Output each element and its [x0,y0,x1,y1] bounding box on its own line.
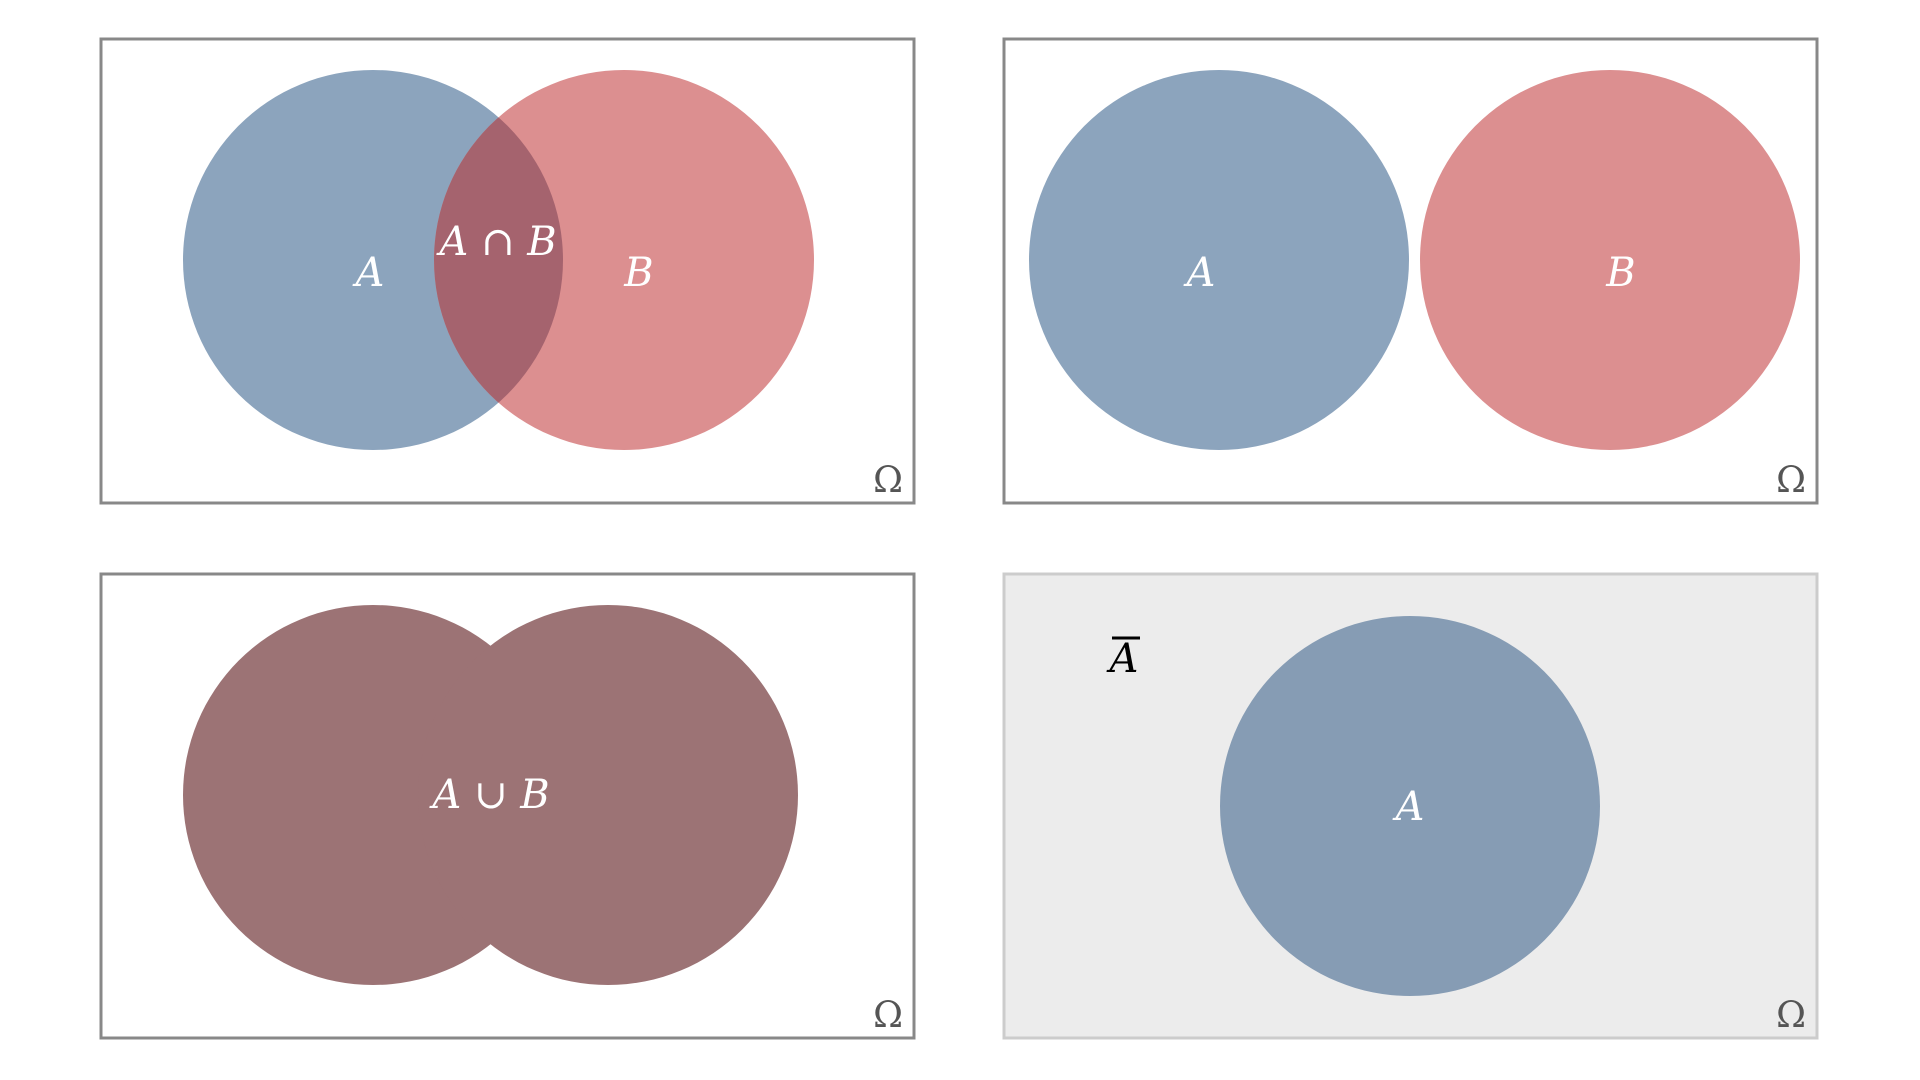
intersection-label: A ∩ B [435,219,556,265]
panel-intersection: A B A ∩ B Ω [99,37,916,505]
set-a-circle [1029,70,1409,450]
panel-complement: A A Ω [1002,572,1819,1040]
set-a-label: A [352,250,385,296]
set-b-label: B [623,250,653,296]
union-label: A ∪ B [428,772,549,818]
set-a-circle [1220,616,1600,996]
universe-omega: Ω [1776,460,1806,501]
panel-disjoint: A B Ω [1002,37,1819,505]
universe-omega: Ω [1776,995,1806,1036]
panel-union: A ∪ B Ω [99,572,916,1040]
universe-omega: Ω [873,460,903,501]
set-a-label: A [1183,250,1216,296]
set-b-label: B [1605,250,1635,296]
set-b-circle [1420,70,1800,450]
union-circle-b [418,605,798,985]
intersection-region [434,70,563,450]
complement-label: A [1106,636,1139,682]
set-a-label: A [1392,784,1425,830]
universe-omega: Ω [873,995,903,1036]
